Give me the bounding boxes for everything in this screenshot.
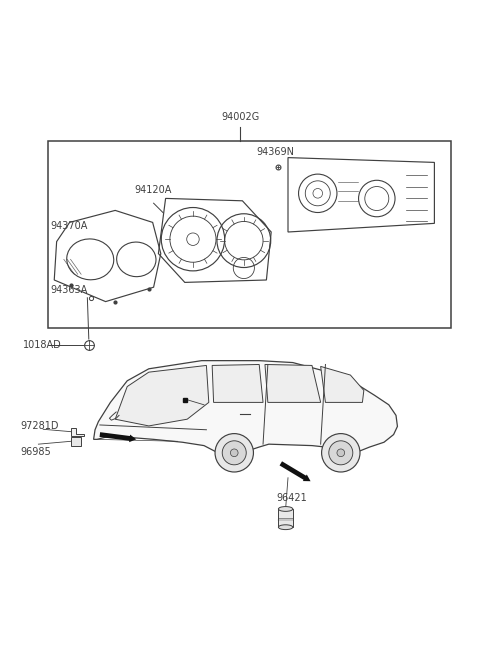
- Text: 96985: 96985: [20, 447, 51, 457]
- Polygon shape: [265, 365, 321, 402]
- Circle shape: [337, 449, 345, 457]
- Text: 94370A: 94370A: [50, 220, 88, 230]
- Text: 94369N: 94369N: [257, 147, 295, 157]
- Bar: [71, 437, 81, 445]
- Text: 1018AD: 1018AD: [23, 340, 62, 350]
- Polygon shape: [212, 365, 263, 402]
- Text: 97281D: 97281D: [20, 420, 59, 431]
- FancyArrow shape: [99, 432, 136, 442]
- Bar: [278, 509, 293, 527]
- Circle shape: [215, 434, 253, 472]
- Circle shape: [222, 441, 246, 465]
- Circle shape: [322, 434, 360, 472]
- Text: 94002G: 94002G: [221, 112, 259, 121]
- Ellipse shape: [278, 506, 293, 512]
- FancyArrow shape: [279, 461, 311, 482]
- Text: 94120A: 94120A: [134, 185, 172, 195]
- Polygon shape: [115, 365, 209, 426]
- Polygon shape: [71, 428, 84, 436]
- Polygon shape: [94, 361, 397, 454]
- Text: 94363A: 94363A: [50, 285, 88, 295]
- Bar: [48, 141, 451, 328]
- Polygon shape: [321, 367, 364, 402]
- Circle shape: [329, 441, 353, 465]
- Circle shape: [230, 449, 238, 457]
- Ellipse shape: [278, 525, 293, 529]
- Text: 96421: 96421: [276, 493, 307, 502]
